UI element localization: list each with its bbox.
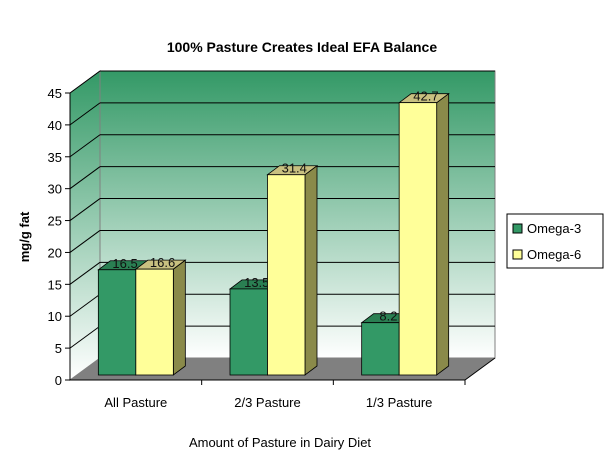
chart-title: 100% Pasture Creates Ideal EFA Balance <box>167 39 438 55</box>
bar-omega-3 <box>97 269 137 376</box>
legend-swatch-omega-3 <box>512 223 523 234</box>
data-label: 16.5 <box>112 256 137 271</box>
y-tick-label: 25 <box>48 214 62 229</box>
y-tick-label: 0 <box>55 373 62 388</box>
x-tick-label: 2/3 Pasture <box>234 395 301 410</box>
gridline-side <box>69 102 101 126</box>
floor-edge <box>464 357 496 381</box>
bar-omega-3 <box>229 288 268 376</box>
y-tick-label: 35 <box>48 150 62 165</box>
gridline-side <box>69 134 101 158</box>
bar-side <box>436 92 450 376</box>
gridline-side <box>69 293 101 317</box>
y-tick-label: 40 <box>48 118 62 133</box>
y-tick-label: 15 <box>48 277 62 292</box>
gridline-side <box>69 230 101 253</box>
legend: Omega-3 Omega-6 <box>506 213 604 269</box>
gridline-side <box>69 198 101 221</box>
x-tick-label: All Pasture <box>104 395 167 410</box>
data-label: 42.7 <box>413 89 438 104</box>
bar-omega-3 <box>361 322 400 376</box>
y-tick-label: 20 <box>48 245 62 260</box>
gridline-side <box>69 70 101 94</box>
gridline-side <box>69 325 101 349</box>
y-tick-label: 45 <box>48 86 62 101</box>
data-label: 31.4 <box>282 161 307 176</box>
y-tick-label: 10 <box>48 309 62 324</box>
side-wall <box>69 70 101 381</box>
bar-omega-6 <box>135 268 174 376</box>
bar-omega-6 <box>398 102 438 376</box>
y-tick-label: 30 <box>48 182 62 197</box>
data-label: 13.5 <box>244 275 269 290</box>
bar-side <box>172 259 186 376</box>
data-label: 8.2 <box>379 309 397 324</box>
bar-side <box>304 164 318 376</box>
x-tick-label: 1/3 Pasture <box>366 395 433 410</box>
bar-omega-6 <box>267 174 306 376</box>
y-tick-label: 5 <box>55 341 62 356</box>
gridline-side <box>69 166 101 190</box>
legend-label-omega-6: Omega-6 <box>527 247 581 262</box>
y-axis-label: mg/g fat <box>17 211 32 262</box>
data-label: 16.6 <box>150 255 175 270</box>
legend-swatch-omega-6 <box>512 249 523 260</box>
gridline-side <box>69 261 101 285</box>
legend-label-omega-3: Omega-3 <box>527 221 581 236</box>
x-axis-label: Amount of Pasture in Dairy Diet <box>189 435 371 450</box>
